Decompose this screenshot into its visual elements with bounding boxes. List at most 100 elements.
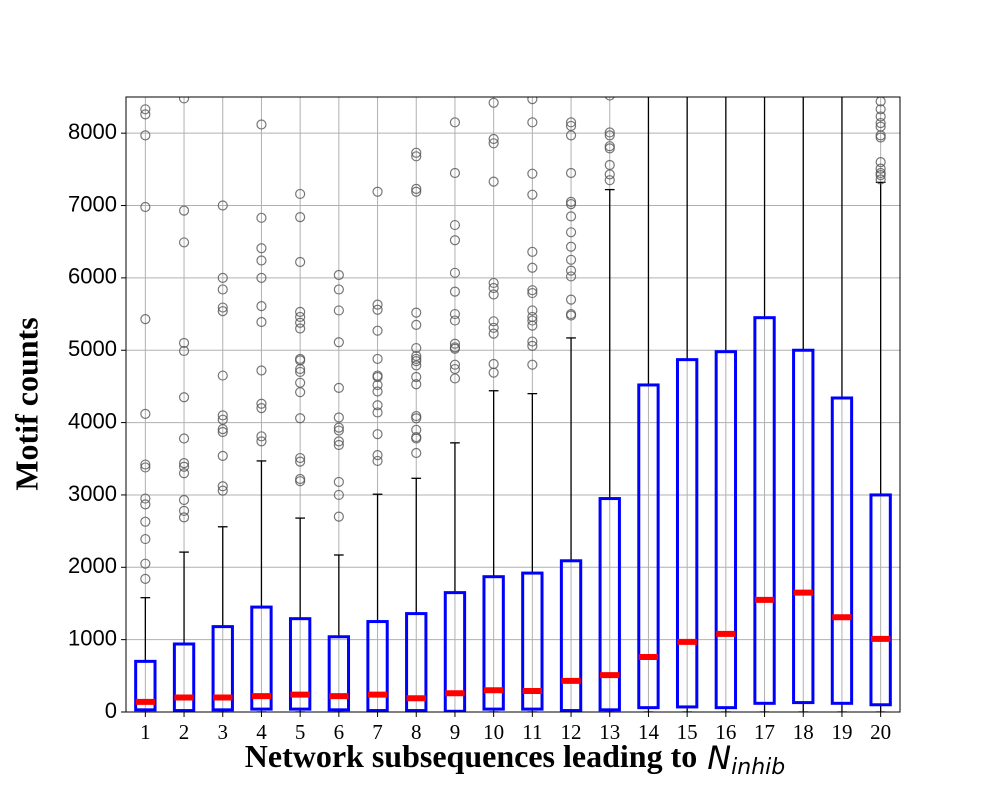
- flier: [178, 458, 190, 469]
- flier: [372, 379, 383, 391]
- flier: [449, 338, 461, 349]
- flier: [527, 315, 538, 326]
- flier: [333, 305, 344, 316]
- flier: [333, 436, 344, 447]
- flier: [256, 436, 267, 447]
- flier: [449, 359, 461, 370]
- flier: [372, 299, 383, 310]
- flier: [333, 422, 344, 433]
- flier: [295, 311, 306, 323]
- flier: [875, 117, 886, 129]
- flier: [140, 573, 151, 584]
- flier: [140, 462, 151, 473]
- flier: [411, 355, 422, 367]
- flier: [527, 305, 538, 316]
- flier: [372, 353, 383, 365]
- flier: [449, 117, 461, 128]
- y-tick-label: 0: [105, 698, 117, 723]
- flier: [875, 132, 886, 143]
- box: [366, 620, 389, 712]
- box: [521, 571, 544, 711]
- flier: [372, 429, 383, 440]
- flier: [449, 315, 461, 326]
- box: [637, 383, 660, 710]
- flier: [178, 468, 190, 479]
- flier: [178, 337, 190, 349]
- flier: [256, 431, 267, 442]
- flier: [140, 499, 151, 510]
- box: [327, 635, 351, 712]
- flier: [488, 328, 499, 339]
- x-tick-label: 6: [334, 720, 345, 744]
- x-tick-label: 15: [677, 720, 698, 744]
- flier: [217, 424, 228, 435]
- flier: [295, 387, 306, 398]
- flier: [217, 410, 228, 421]
- y-tick-label: 1000: [68, 625, 117, 650]
- flier: [411, 413, 422, 424]
- flier: [372, 455, 383, 467]
- flier: [333, 337, 344, 348]
- box: [675, 358, 699, 709]
- flier: [333, 439, 344, 451]
- x-tick-label: 17: [754, 720, 775, 744]
- flier: [411, 307, 422, 318]
- flier: [411, 371, 422, 383]
- flier: [565, 294, 577, 305]
- box: [598, 497, 621, 712]
- flier: [411, 147, 422, 158]
- flier: [295, 188, 306, 200]
- box: [288, 617, 312, 711]
- flier: [527, 117, 538, 128]
- flier: [217, 370, 228, 381]
- flier: [295, 212, 306, 223]
- flier: [488, 133, 499, 145]
- flier: [140, 533, 151, 545]
- flier: [411, 183, 422, 194]
- x-axis-label: Network subsequences leading to Ninhib: [245, 738, 785, 780]
- flier: [256, 212, 267, 223]
- flier: [372, 386, 383, 397]
- flier: [488, 282, 499, 294]
- y-tick-label: 6000: [68, 264, 117, 289]
- flier: [333, 412, 344, 423]
- flier: [449, 286, 461, 297]
- x-tick-label: 3: [218, 720, 229, 744]
- flier: [411, 379, 422, 390]
- flier: [178, 433, 190, 444]
- flier: [178, 512, 190, 523]
- flier: [488, 176, 499, 187]
- flier: [295, 256, 306, 268]
- flier: [372, 304, 383, 315]
- flier: [178, 494, 190, 506]
- flier: [140, 408, 151, 420]
- flier: [256, 243, 267, 254]
- flier: [217, 272, 228, 283]
- plot-area: [134, 97, 892, 712]
- flier: [372, 400, 383, 411]
- flier: [256, 398, 267, 409]
- box: [134, 659, 157, 712]
- flier: [527, 359, 538, 370]
- flier: [411, 186, 422, 197]
- flier: [333, 476, 344, 488]
- box: [559, 559, 583, 712]
- flier: [178, 345, 190, 357]
- x-tick-label: 19: [831, 720, 852, 744]
- y-tick-label: 2000: [68, 553, 117, 578]
- flier: [488, 316, 499, 327]
- box: [869, 493, 892, 707]
- flier: [333, 382, 344, 393]
- flier: [875, 170, 886, 181]
- flier: [449, 267, 461, 278]
- flier: [217, 200, 228, 211]
- flier: [217, 485, 228, 496]
- x-tick-label: 10: [483, 720, 504, 744]
- flier: [256, 255, 267, 266]
- flier: [411, 433, 422, 444]
- flier: [217, 284, 228, 295]
- x-axis-label-subscript: inhib: [731, 755, 785, 780]
- box: [211, 625, 234, 712]
- flier: [295, 317, 306, 328]
